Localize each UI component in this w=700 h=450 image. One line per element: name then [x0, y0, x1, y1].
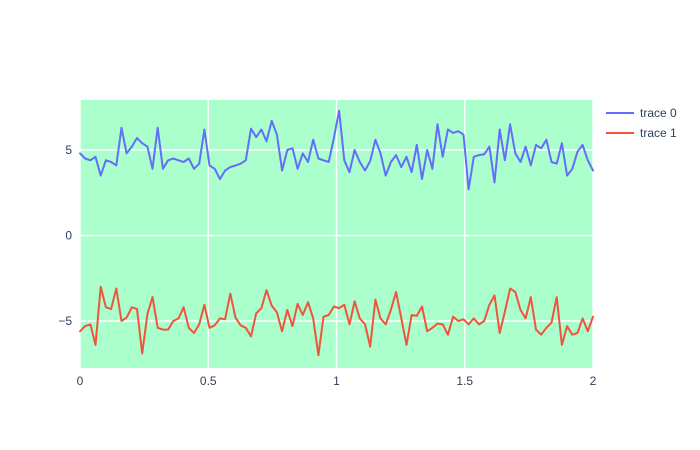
y-axis-tick-label: −5	[58, 314, 72, 328]
x-axis-tick-label: 2	[590, 374, 597, 388]
y-axis-tick-label: 5	[65, 143, 72, 157]
legend: trace 0 trace 1	[606, 106, 677, 140]
legend-item-0[interactable]: trace 0	[606, 106, 677, 120]
x-axis-tick-label: 0.5	[200, 374, 217, 388]
legend-item-label: trace 0	[640, 106, 677, 120]
legend-item-label: trace 1	[640, 126, 677, 140]
trace-1-line[interactable]	[79, 285, 594, 357]
y-axis-tick-labels: −5 0 5	[58, 143, 72, 328]
y-axis-tick-label: 0	[65, 229, 72, 243]
x-axis-tick-labels: 0 0.5 1 1.5 2	[77, 374, 597, 388]
trace-0-line[interactable]	[79, 109, 594, 191]
legend-item-1[interactable]: trace 1	[606, 126, 677, 140]
x-axis-tick-label: 1	[333, 374, 340, 388]
x-axis-tick-label: 1.5	[456, 374, 473, 388]
gridlines	[79, 100, 594, 368]
traces	[79, 109, 594, 357]
x-axis-tick-label: 0	[77, 374, 84, 388]
